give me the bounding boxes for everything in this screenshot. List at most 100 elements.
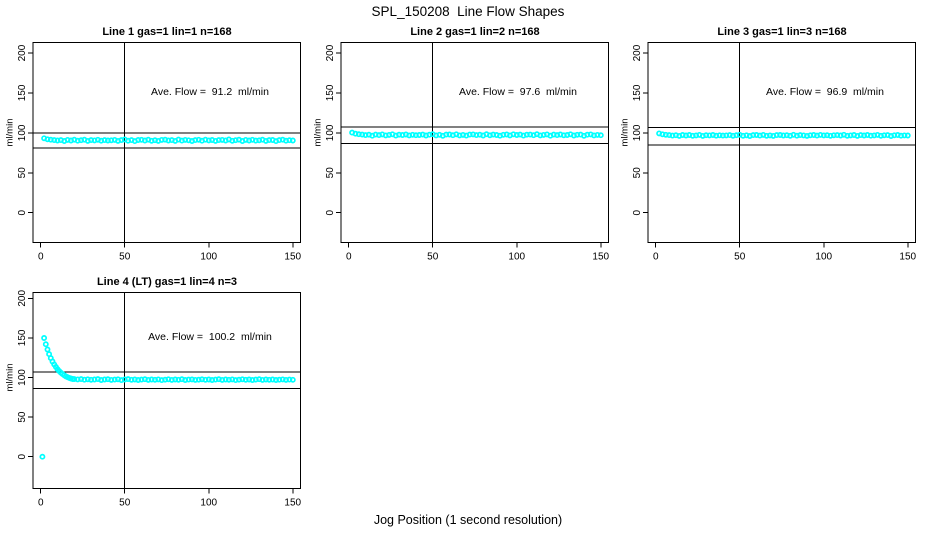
figure-title: SPL_150208 Line Flow Shapes [371,4,565,19]
x-tick-label: 100 [200,498,217,509]
y-tick-label: 200 [325,44,336,61]
y-tick-label: 100 [17,369,28,386]
panel-line-4: Line 4 (LT) gas=1 lin=4 n=3 0 50 100 150 0 50… [0,270,321,520]
x-tick-label: 150 [899,252,916,263]
x-tick-label: 150 [284,252,301,263]
y-tick-label: 50 [17,411,28,423]
x-tick-label: 50 [427,252,439,263]
y-axis-label: ml/min [312,118,324,147]
plot-box [340,42,609,243]
data-point [820,132,827,139]
x-tick-label: 0 [38,498,44,509]
panel-title: Line 3 gas=1 lin=3 n=168 [717,26,847,38]
data-point [205,137,212,144]
y-tick-label: 0 [325,210,336,216]
plot-box [32,292,301,489]
x-tick-label: 100 [508,252,525,263]
ave-flow-annotation: Ave. Flow = 96.9 ml/min [766,86,884,98]
data-point [51,137,58,144]
x-tick-label: 50 [119,252,131,263]
panel-title: Line 1 gas=1 lin=1 n=168 [102,26,232,38]
y-tick-label: 50 [17,167,28,179]
x-tick-label: 50 [734,252,746,263]
y-tick-label: 150 [17,84,28,101]
y-tick-label: 0 [632,210,643,216]
data-point [289,137,296,144]
y-tick-label: 150 [632,84,643,101]
data-point [750,132,757,139]
data-point [41,335,48,341]
data-point [162,376,169,383]
x-tick-label: 150 [592,252,609,263]
y-tick-label: 50 [325,167,336,179]
y-axis-label: ml/min [4,363,16,392]
data-point [135,137,142,143]
plot-area: 0 50 100 150 0 50 100 150 200 [632,42,917,263]
data-point [733,132,740,139]
data-point [513,132,520,138]
x-tick-label: 0 [38,252,44,263]
plot-box [32,42,301,243]
data-point [135,377,142,383]
y-tick-label: 100 [17,124,28,141]
x-tick-label: 50 [119,498,131,509]
data-point [443,131,450,138]
data-point [42,341,49,348]
y-axis-label: ml/min [4,118,16,147]
data-point [289,376,296,383]
data-point [222,376,229,383]
data-points [656,130,911,139]
axes: 0 50 100 150 0 50 100 150 200 [632,42,917,263]
data-point [597,132,604,139]
data-point [273,377,279,383]
ave-flow-annotation: Ave. Flow = 97.6 ml/min [459,86,577,98]
data-point [152,376,158,383]
data-points [41,135,296,145]
data-points [39,335,296,460]
y-tick-label: 150 [17,329,28,346]
axes: 0 50 100 150 0 50 100 150 200 [17,290,302,509]
x-tick-label: 0 [653,252,659,263]
y-tick-label: 100 [325,124,336,141]
data-point [44,136,51,143]
data-point [844,132,851,139]
data-point [145,376,152,383]
data-point [111,376,118,383]
ave-flow-annotation: Ave. Flow = 91.2 ml/min [151,86,269,98]
data-point [212,376,219,383]
x-axis-label: Jog Position (1 second resolution) [373,513,563,527]
x-tick-label: 0 [346,252,352,263]
plot-area: 0 50 100 150 0 50 100 150 200 [325,42,610,263]
y-axis-label: ml/min [619,118,631,147]
plot-area: 0 50 100 150 0 50 100 150 200 [17,290,302,509]
panel-line-1: Line 1 gas=1 lin=1 n=168 0 50 100 150 0 50 100… [0,20,321,270]
y-tick-label: 0 [17,453,28,459]
x-tick-label: 100 [200,252,217,263]
panel-title: Line 2 gas=1 lin=2 n=168 [410,26,540,38]
panel-title: Line 4 (LT) gas=1 lin=4 n=3 [96,276,238,288]
plot-box [647,42,916,243]
y-tick-label: 150 [325,84,336,101]
axes: 0 50 100 150 0 50 100 150 200 [17,42,302,263]
y-tick-label: 50 [632,167,643,179]
data-point [172,376,179,383]
data-point [44,346,51,353]
data-point [262,376,269,383]
panel-line-3: Line 3 gas=1 lin=3 n=168 0 50 100 150 0 50 100… [615,20,936,270]
panel-line-2: Line 2 gas=1 lin=2 n=168 0 50 100 150 0 50 100… [308,20,629,270]
data-point [409,131,416,138]
data-point [39,453,46,460]
x-tick-label: 150 [284,498,301,509]
data-point [128,376,135,383]
x-tick-label: 100 [815,252,832,263]
axes: 0 50 100 150 0 50 100 150 200 [325,42,610,263]
data-point [904,132,911,139]
y-tick-label: 100 [632,124,643,141]
y-tick-label: 200 [632,44,643,61]
data-point [101,376,108,383]
data-point [195,376,202,383]
data-point [101,137,108,144]
y-tick-label: 0 [17,210,28,216]
plot-area: 0 50 100 150 0 50 100 150 200 [17,42,302,263]
